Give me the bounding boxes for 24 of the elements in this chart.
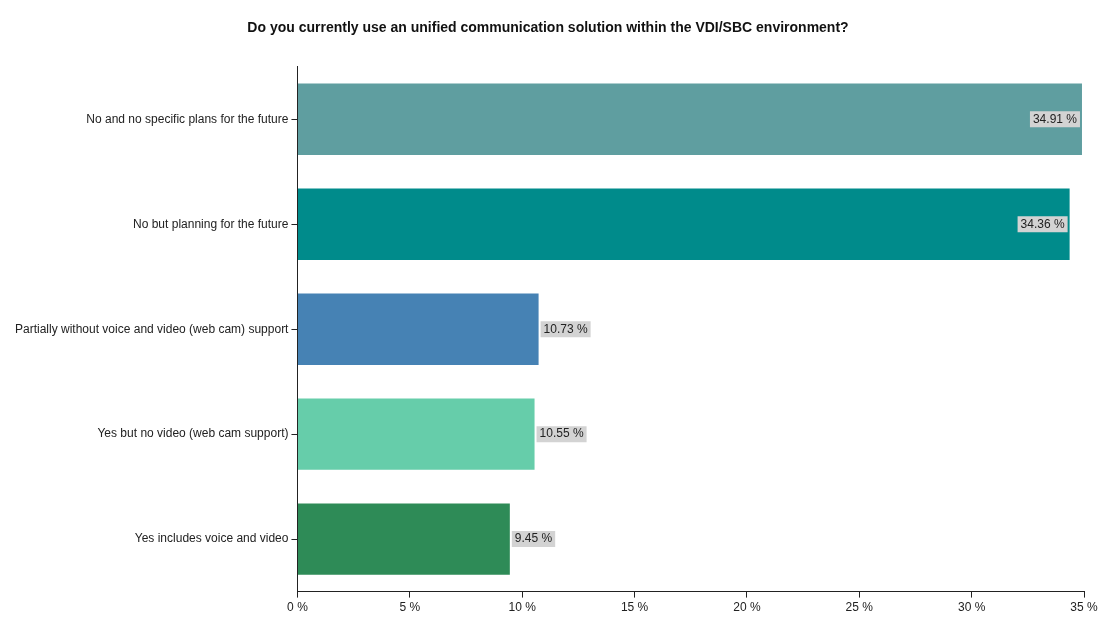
x-tick-label: 30 % (957, 600, 986, 615)
x-tick-label: 5 % (399, 600, 421, 615)
x-tick-label: 15 % (620, 600, 649, 615)
data-label: 34.36 % (1020, 216, 1065, 231)
data-label: 10.55 % (539, 426, 584, 441)
chart-title: Do you currently use an unified communication solution within the VDI/SBC environment? (247, 19, 849, 36)
bar (297, 398, 535, 470)
bar (297, 503, 510, 575)
x-tick-label: 20 % (733, 600, 761, 615)
bar (297, 83, 1082, 155)
bar (297, 293, 539, 365)
bar (297, 188, 1070, 260)
data-label: 9.45 % (514, 531, 553, 546)
y-tick-label: No and no specific plans for the future (86, 111, 289, 126)
y-tick-label: Yes includes voice and video (134, 531, 289, 546)
x-tick-label: 35 % (1070, 600, 1098, 615)
x-tick-label: 10 % (508, 600, 537, 615)
x-tick-label: 25 % (845, 600, 874, 615)
y-tick-label: No but planning for the future (133, 216, 289, 231)
x-tick-label: 0 % (287, 600, 309, 615)
data-label: 34.91 % (1032, 111, 1078, 126)
data-label: 10.73 % (543, 321, 588, 336)
y-tick-label: Yes but no video (web cam support) (97, 426, 289, 441)
y-tick-label: Partially without voice and video (web cam) support (14, 321, 290, 336)
